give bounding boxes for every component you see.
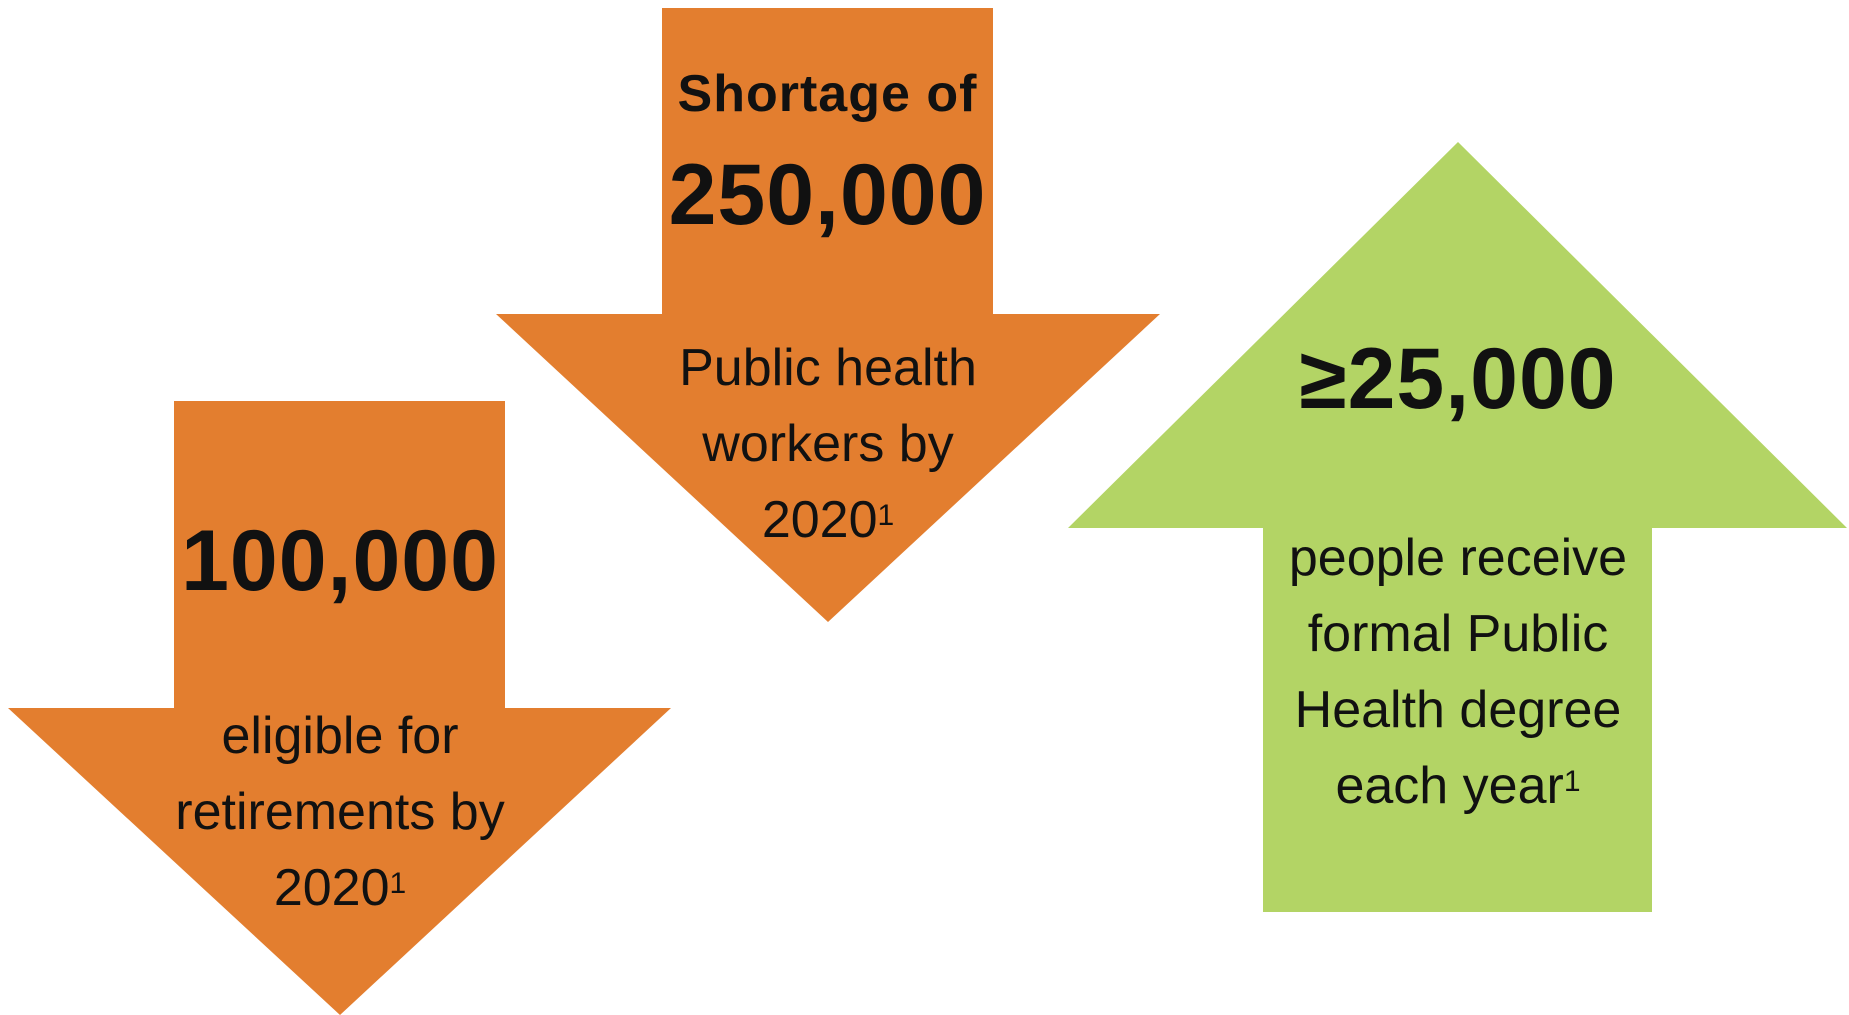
retirement-year: 2020 bbox=[273, 859, 390, 917]
retirement-headline: 100,000 bbox=[181, 513, 499, 609]
shortage-year: 2020 bbox=[761, 491, 878, 549]
degree-line1: people receive bbox=[1288, 529, 1628, 587]
retirement-footnote: 1 bbox=[389, 867, 407, 900]
degree-line4: each year1 bbox=[1238, 748, 1678, 824]
retirement-line3: 20201 bbox=[130, 850, 550, 926]
degree-up-arrow-shape bbox=[1068, 142, 1847, 912]
degree-headline: ≥25,000 bbox=[1299, 331, 1617, 427]
shortage-line2: workers by bbox=[702, 415, 954, 473]
retirement-down-arrow-shape bbox=[8, 401, 671, 1015]
shortage-footnote: 1 bbox=[877, 499, 895, 532]
shortage-headline: 250,000 bbox=[668, 147, 987, 243]
degree-each-year: each year bbox=[1335, 757, 1564, 815]
degree-footnote: 1 bbox=[1563, 765, 1581, 798]
retirement-line1: eligible for bbox=[221, 707, 459, 765]
shortage-prefix: Shortage of bbox=[677, 65, 978, 123]
degree-line3: Health degree bbox=[1294, 681, 1622, 739]
degree-line2: formal Public bbox=[1307, 605, 1609, 663]
shortage-line1: Public health bbox=[679, 339, 977, 397]
shortage-line3: 20201 bbox=[628, 482, 1028, 558]
retirement-line2: retirements by bbox=[175, 783, 505, 841]
shortage-down-arrow-shape bbox=[496, 8, 1160, 622]
